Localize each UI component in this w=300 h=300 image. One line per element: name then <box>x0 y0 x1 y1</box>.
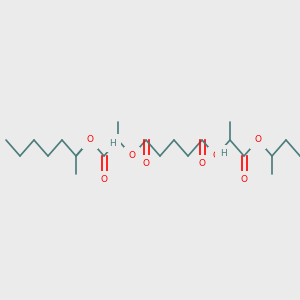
Text: O: O <box>199 160 206 169</box>
Text: O: O <box>254 136 262 145</box>
Text: H: H <box>220 149 227 158</box>
Text: O: O <box>212 152 220 160</box>
Text: O: O <box>100 176 107 184</box>
Text: O: O <box>241 176 248 184</box>
Text: O: O <box>86 136 94 145</box>
Text: H: H <box>109 139 116 148</box>
Text: O: O <box>128 152 136 160</box>
Text: O: O <box>142 160 149 169</box>
